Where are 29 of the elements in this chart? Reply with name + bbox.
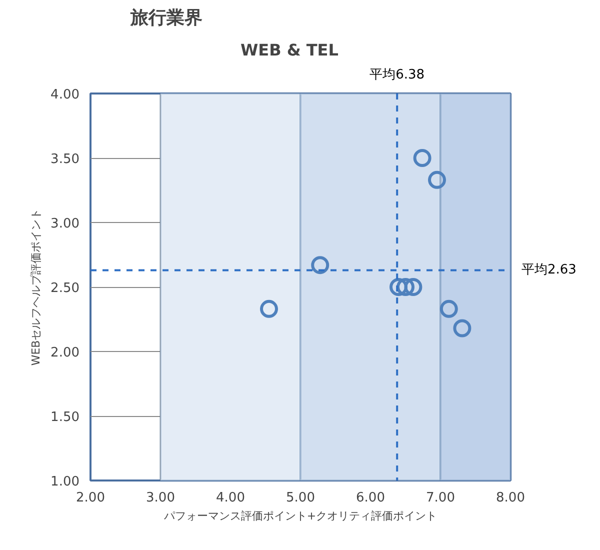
point: [413, 149, 432, 167]
x-tick-label: 5.00: [286, 490, 315, 506]
point: [260, 300, 278, 318]
y-tick-label: 4.00: [50, 88, 80, 102]
y-tick-label: 3.50: [50, 152, 80, 167]
y-axis-title: WEBセルフヘルプ評価ポイント: [30, 208, 43, 366]
point: [396, 278, 414, 296]
y-tick-label: 1.50: [50, 410, 80, 425]
y-tick-label: 3.00: [50, 216, 80, 232]
x-tick-label: 3.00: [146, 490, 175, 506]
ref-line-label: 平均6.38: [370, 68, 425, 82]
point: [390, 278, 408, 296]
point: [311, 256, 330, 274]
chart-subtitle: WEB & TEL: [240, 40, 338, 60]
x-axis-title: パフォーマンス評価ポイント+クオリティ評価ポイント: [162, 510, 438, 522]
x-tick-label: 2.00: [76, 490, 105, 506]
y-tick-label: 1.00: [50, 474, 80, 490]
point: [404, 278, 422, 296]
point: [428, 170, 446, 189]
y-tick-label: 2.00: [50, 346, 80, 360]
point: [440, 300, 458, 318]
x-tick-label: 7.00: [426, 490, 455, 506]
ref-line-label: 平均2.63: [522, 262, 576, 278]
y-tick-label: 2.50: [50, 281, 80, 296]
x-tick-label: 6.00: [356, 490, 385, 506]
x-tick-label: 4.00: [216, 490, 245, 506]
chart-title: 旅行業界: [130, 8, 202, 28]
x-tick-label: 8.00: [496, 490, 525, 506]
point: [453, 319, 472, 338]
